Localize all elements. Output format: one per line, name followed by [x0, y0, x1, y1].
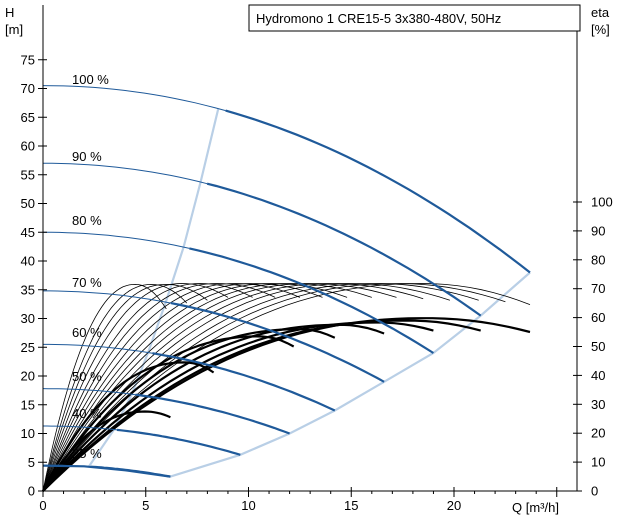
y-axis-label-left: H	[5, 5, 14, 20]
speed-label: 70 %	[72, 275, 102, 290]
min-head-curve	[42, 464, 171, 478]
speed-label: 100 %	[72, 72, 109, 87]
efficiency-curve	[42, 283, 506, 492]
x-tick-label: 5	[142, 498, 149, 513]
speed-label: 40 %	[72, 406, 102, 421]
head-curve-thin	[43, 290, 171, 304]
efficiency-curve	[42, 283, 167, 492]
y-left-tick-label: 65	[21, 110, 35, 125]
efficiency-curve-bold	[42, 317, 531, 492]
efficiency-curve-bold	[42, 361, 215, 492]
efficiency-curve	[42, 283, 479, 492]
y-right-tick-label: 10	[591, 455, 605, 470]
head-curve	[135, 393, 290, 435]
speed-label: 25 %	[72, 446, 102, 461]
efficiency-curve	[42, 283, 348, 492]
y-right-tick-label: 0	[591, 484, 598, 499]
y-left-tick-label: 15	[21, 397, 35, 412]
y-left-tick-label: 25	[21, 340, 35, 355]
y-right-tick-label: 100	[591, 195, 613, 210]
y-left-tick-label: 60	[21, 139, 35, 154]
y-left-tick-label: 20	[21, 369, 35, 384]
y-left-tick-label: 30	[21, 311, 35, 326]
head-curve	[189, 247, 434, 354]
x-tick-label: 10	[241, 498, 255, 513]
head-curve-thin	[43, 162, 208, 185]
y-left-tick-label: 70	[21, 81, 35, 96]
speed-label: 60 %	[72, 325, 102, 340]
head-curve	[152, 352, 336, 412]
head-curve	[225, 109, 531, 274]
y-axis-unit-left: [m]	[5, 22, 23, 37]
chart-title: Hydromono 1 CRE15-5 3x380-480V, 50Hz	[256, 11, 501, 26]
y-axis-unit-right: [%]	[591, 22, 610, 37]
head-curve-thin	[43, 231, 190, 249]
x-tick-label: 0	[39, 498, 46, 513]
efficiency-curve	[42, 283, 229, 492]
head-curve	[170, 302, 385, 383]
speed-label: 90 %	[72, 149, 102, 164]
y-right-tick-label: 20	[591, 426, 605, 441]
y-right-tick-label: 30	[591, 397, 605, 412]
axes	[38, 5, 582, 497]
head-curve	[116, 428, 241, 456]
head-curve-thin	[43, 343, 153, 354]
y-right-tick-label: 50	[591, 339, 605, 354]
efficiency-curve-bold	[42, 319, 481, 492]
head-curve-thin	[42, 85, 226, 112]
y-left-tick-label: 5	[28, 455, 35, 470]
title-box	[248, 4, 581, 32]
x-tick-label: 20	[447, 498, 461, 513]
efficiency-curve	[42, 283, 451, 492]
y-left-tick-label: 0	[28, 484, 35, 499]
head-curves	[42, 85, 531, 478]
max-flow-boundary	[170, 271, 531, 478]
tick-labels: 0510152025303540455055606570750102030405…	[21, 52, 613, 513]
y-right-tick-label: 70	[591, 281, 605, 296]
y-right-tick-label: 80	[591, 252, 605, 267]
y-left-tick-label: 55	[21, 167, 35, 182]
speed-labels: 100 % 90 % 80 % 70 % 60 % 50 % 40 % 25 %	[72, 72, 109, 461]
y-left-tick-label: 75	[21, 52, 35, 67]
head-curve-thin	[42, 388, 136, 396]
y-axis-label-right: eta	[591, 5, 610, 20]
y-right-tick-label: 60	[591, 310, 605, 325]
efficiency-curve	[42, 283, 323, 492]
head-curve	[206, 182, 482, 317]
x-tick-label: 15	[344, 498, 358, 513]
y-left-tick-label: 40	[21, 254, 35, 269]
efficiency-curves	[42, 283, 531, 492]
y-left-tick-label: 45	[21, 225, 35, 240]
efficiency-curve	[42, 283, 531, 492]
speed-label: 80 %	[72, 213, 102, 228]
y-left-tick-label: 50	[21, 196, 35, 211]
x-axis-label: Q [m³/h]	[512, 500, 559, 515]
y-right-tick-label: 40	[591, 368, 605, 383]
y-left-tick-label: 35	[21, 282, 35, 297]
speed-label: 50 %	[72, 369, 102, 384]
y-left-tick-label: 10	[21, 426, 35, 441]
head-curve-thin	[43, 425, 118, 431]
efficiency-curve	[42, 283, 276, 492]
y-right-tick-label: 90	[591, 223, 605, 238]
